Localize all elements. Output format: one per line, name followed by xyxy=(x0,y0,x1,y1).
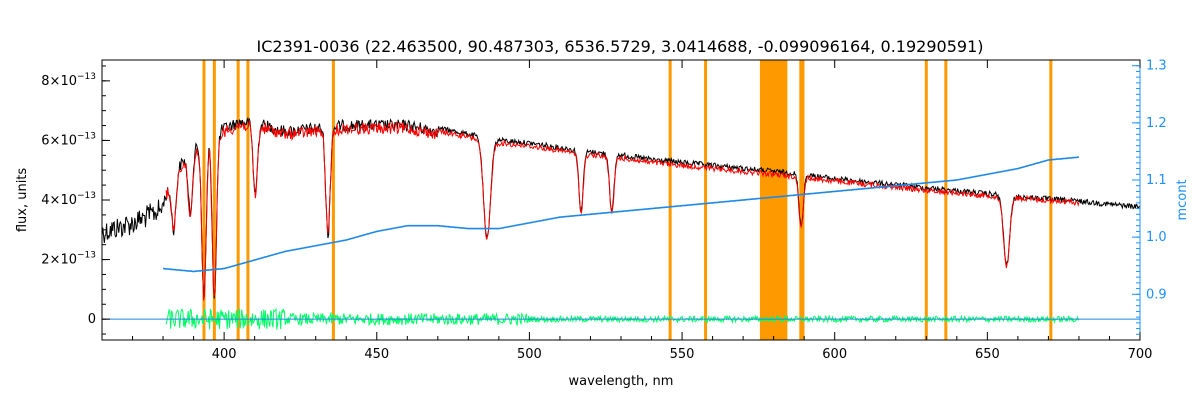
masked-line-6 xyxy=(704,60,708,340)
x-axis-label: wavelength, nm xyxy=(569,374,674,389)
series-2-line xyxy=(163,156,1080,273)
y-tick-label-1: 2×10−13 xyxy=(41,251,96,268)
masked-line-8 xyxy=(801,60,805,340)
right-axis: 0.9 1.0 1.1 1.2 1.3 xyxy=(1132,59,1167,335)
masked-line-0 xyxy=(202,60,206,340)
masked-line-1 xyxy=(212,60,216,340)
masked-line-7 xyxy=(799,60,803,340)
x-tick-label-0: 400 xyxy=(212,347,237,362)
y2-tick-label-4: 1.3 xyxy=(1146,59,1167,74)
y2-tick-label-0: 0.9 xyxy=(1146,287,1167,302)
x-tick-label-1: 450 xyxy=(364,347,389,362)
y-tick-label-0: 0 xyxy=(88,312,96,327)
series-group xyxy=(101,116,1141,330)
y-axis: 0 2×10−13 4×10−13 6×10−13 8×10−13 xyxy=(41,65,110,335)
masked-band xyxy=(759,60,788,340)
y-tick-label-2: 4×10−13 xyxy=(41,191,96,208)
x-tick-label-6: 700 xyxy=(1128,347,1153,362)
x-axis: 400 450 500 550 600 650 700 xyxy=(132,60,1153,362)
masked-line-4 xyxy=(331,60,335,340)
y2-tick-label-3: 1.2 xyxy=(1146,116,1167,131)
chart-title: IC2391-0036 (22.463500, 90.487303, 6536.… xyxy=(257,37,984,56)
y2-tick-label-1: 1.0 xyxy=(1146,230,1167,245)
y2-tick-label-2: 1.1 xyxy=(1146,173,1167,188)
masked-line-10 xyxy=(944,60,948,340)
series-0-line xyxy=(101,116,1141,299)
x-tick-label-2: 500 xyxy=(517,347,542,362)
y-axis-label: flux, units xyxy=(15,168,30,233)
series-1-line xyxy=(165,119,1080,301)
masked-line-9 xyxy=(924,60,928,340)
right-axis-label: mcont xyxy=(1175,179,1190,220)
masked-line-3 xyxy=(246,60,250,340)
y-tick-label-4: 8×10−13 xyxy=(41,72,96,89)
plot-frame xyxy=(101,59,1141,341)
masked-regions xyxy=(202,60,1053,340)
masked-line-2 xyxy=(236,60,240,340)
masked-line-5 xyxy=(668,60,672,340)
y-tick-label-3: 6×10−13 xyxy=(41,131,96,148)
x-tick-label-5: 650 xyxy=(975,347,1000,362)
x-tick-label-4: 600 xyxy=(822,347,847,362)
x-tick-label-3: 550 xyxy=(670,347,695,362)
